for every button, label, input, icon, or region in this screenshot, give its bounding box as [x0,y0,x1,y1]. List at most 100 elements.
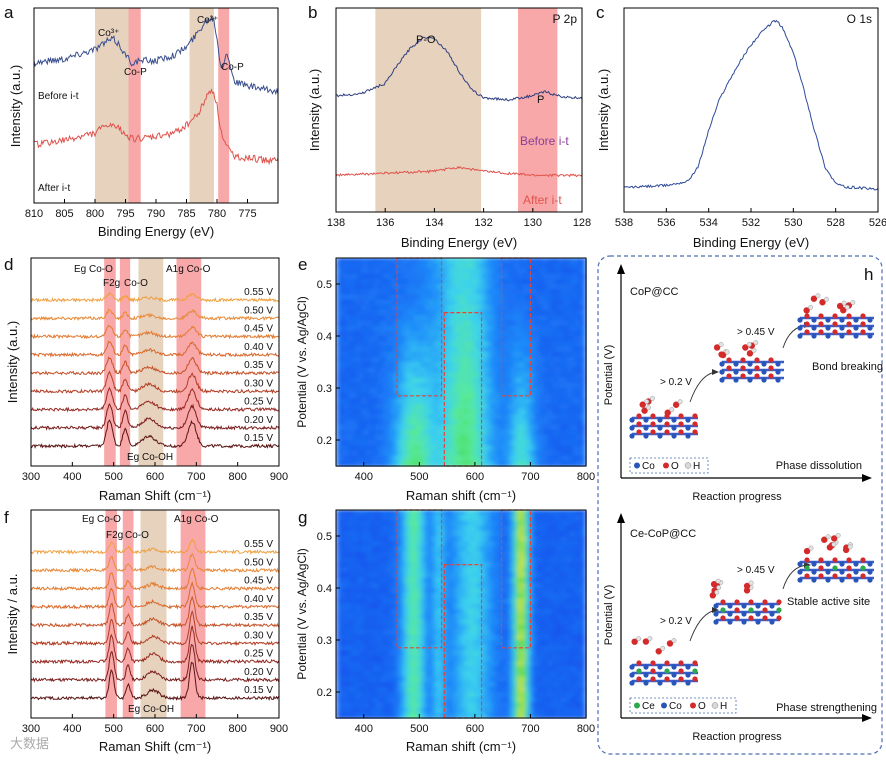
heatmap-cell [447,455,451,462]
heatmap-cell [358,310,362,316]
heatmap-cell [433,388,437,394]
heatmap-cell [361,403,365,410]
heatmap-cell [411,398,415,405]
heatmap-cell [341,556,345,563]
heatmap-cell [574,388,579,394]
heatmap-cell [402,320,407,327]
heatmap-cell [461,367,465,373]
heatmap-cell [352,702,357,709]
heatmap-cell [363,598,368,605]
heatmap-cell [344,588,348,594]
heatmap-cell [552,424,557,431]
heatmap-cell [449,440,454,446]
heatmap-cell [527,284,532,290]
heatmap-cell [536,434,540,441]
heatmap-cell [405,419,409,425]
heatmap-cell [449,278,454,285]
heatmap-cell [397,681,401,688]
heatmap-cell [405,676,409,683]
heatmap-cell [555,440,559,446]
heatmap-cell [402,440,407,446]
heatmap-cell [527,268,532,275]
heatmap-cell [377,258,382,264]
heatmap-cell [397,325,401,332]
heatmap-cell [566,263,570,269]
heatmap-cell [447,294,451,301]
heatmap-cell [433,398,437,405]
heatmap-cell [455,289,459,295]
heatmap-cell [552,258,557,264]
heatmap-cell [344,398,348,405]
heatmap-cell [361,320,365,327]
heatmap-cell [394,556,398,563]
heatmap-cell [583,346,587,353]
heatmap-cell [433,351,437,358]
heatmap-cell [449,393,454,399]
heatmap-cell [533,351,537,358]
heatmap-cell [336,429,340,436]
heatmap-cell [411,510,415,516]
potential-label: 0.25 V [244,649,273,660]
heatmap-cell [527,460,532,467]
heatmap-cell [438,398,443,405]
heatmap-cell [383,284,387,290]
heatmap-cell [336,455,340,462]
heatmap-cell [405,686,409,693]
heatmap-cell [347,676,351,683]
heatmap-cell [347,593,351,599]
heatmap-cell [577,325,582,332]
heatmap-cell [399,671,404,677]
heatmap-cell [391,640,395,646]
heatmap-cell [344,650,348,657]
heatmap-cell [355,346,359,353]
heatmap-cell [427,330,432,337]
heatmap-cell [499,414,504,420]
heatmap-cell [347,320,351,327]
heatmap-cell [394,356,398,363]
heatmap-cell [372,515,376,521]
heatmap-cell [374,310,379,316]
heatmap-cell [474,377,479,384]
heatmap-cell [411,455,415,462]
heatmap-cell [505,284,509,290]
heatmap-cell [438,388,443,394]
heatmap-cell [505,351,509,358]
heatmap-cell [527,372,532,379]
heatmap-cell [361,351,365,358]
heatmap-cell [391,330,395,337]
heatmap-cell [477,408,482,415]
heatmap-cell [569,299,573,306]
heatmap-cell [369,707,373,714]
heatmap-cell [383,707,387,714]
heatmap-cell [577,356,582,363]
heatmap-cell [516,408,520,415]
heatmap-cell [391,608,395,615]
heatmap-cell [563,258,568,264]
heatmap-cell [347,619,351,625]
heatmap-cell [569,419,573,425]
heatmap-cell [369,681,373,688]
heatmap-cell [552,263,557,269]
heatmap-cell [405,414,409,420]
heatmap-cell [441,445,445,451]
heatmap-cell [402,640,407,646]
heatmap-cell [413,556,418,563]
heatmap-cell [358,299,362,306]
heatmap-cell [583,377,587,384]
heatmap-cell [388,515,393,521]
heatmap-cell [338,304,343,311]
panel-d-annot-a1g: A1g Co-O [166,264,211,275]
heatmap-cell [494,278,498,285]
heatmap-cell [433,346,437,353]
heatmap-cell [424,336,429,342]
heatmap-cell [449,325,454,332]
heatmap-cell [344,414,348,420]
heatmap-cell [386,336,390,342]
heatmap-cell [558,382,562,389]
heatmap-cell [547,263,551,269]
heatmap-cell [433,310,437,316]
heatmap-cell [349,546,354,553]
heatmap-cell [402,686,407,693]
heatmap-cell [352,408,357,415]
